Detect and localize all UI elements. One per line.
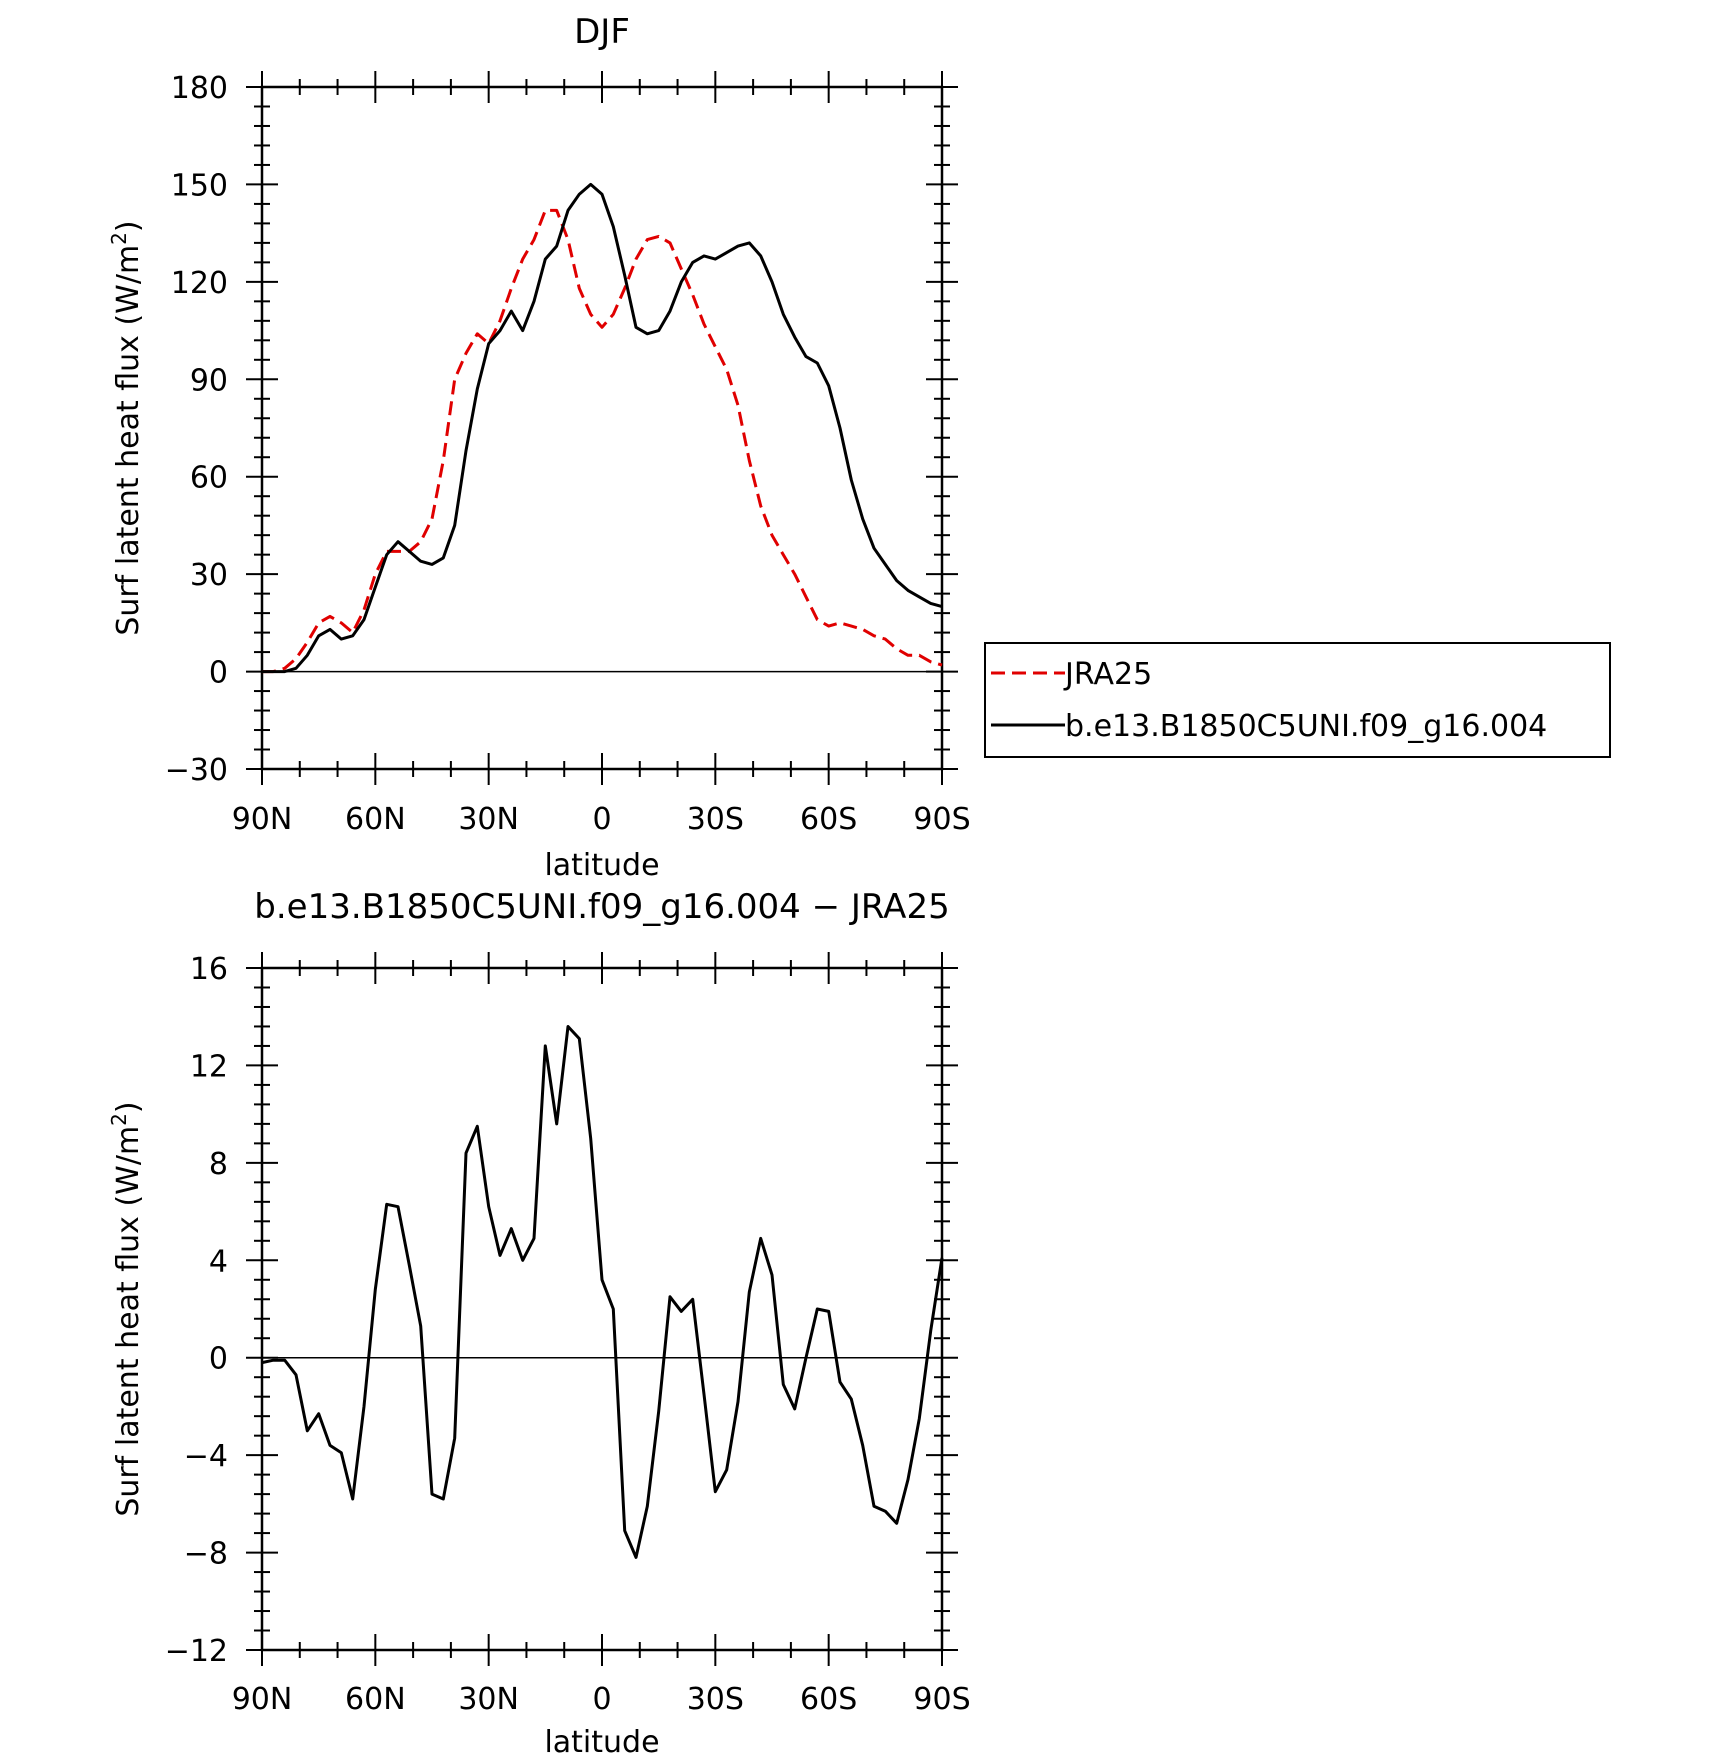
y-axis-label-superscript: 2 <box>107 232 131 245</box>
y-tick-label: 120 <box>171 266 228 301</box>
y-tick-label: −8 <box>184 1537 228 1572</box>
chart-panel-2: b.e13.B1850C5UNI.f09_g16.004 − JRA25 −12 −… <box>107 887 971 1756</box>
legend-box <box>984 642 1611 758</box>
x-tick-label: 0 <box>592 1682 611 1717</box>
x-tick-label: 30S <box>687 1682 744 1717</box>
x-tick-label: 90S <box>913 802 970 837</box>
y-tick-label: 0 <box>209 656 228 691</box>
x-tick-label: 90S <box>913 1682 970 1717</box>
y-axis-label-main: Surf latent heat flux (W/m <box>111 245 146 636</box>
x-tick-label: 30N <box>458 802 519 837</box>
x-tick-label: 30N <box>458 1682 519 1717</box>
chart-title: b.e13.B1850C5UNI.f09_g16.004 − JRA25 <box>254 887 949 927</box>
x-tick-label: 90N <box>232 802 293 837</box>
chart-panel-1: DJF −30 0 30 60 90 120 150 180 90N 60N 30N 0 30S 60S 90… <box>107 12 1611 883</box>
legend-entry-label: JRA25 <box>1063 657 1152 692</box>
y-axis-label-main: Surf latent heat flux (W/m <box>111 1126 146 1517</box>
y-axis-label: Surf latent heat flux (W/m2) <box>107 220 146 635</box>
y-tick-label: 90 <box>190 363 228 398</box>
chart-title: DJF <box>574 12 630 52</box>
x-axis-label: latitude <box>544 1725 659 1756</box>
y-tick-label: 8 <box>209 1147 228 1182</box>
y-axis-label: Surf latent heat flux (W/m2) <box>107 1101 146 1516</box>
plot-frame <box>260 966 944 1652</box>
y-axis-label-superscript: 2 <box>107 1113 131 1126</box>
y-tick-label: −12 <box>165 1634 228 1669</box>
legend-entry-label: b.e13.B1850C5UNI.f09_g16.004 <box>1065 709 1547 744</box>
y-tick-label: −30 <box>165 753 228 788</box>
x-tick-label: 60N <box>345 802 406 837</box>
x-tick-label: 90N <box>232 1682 293 1717</box>
y-tick-label: 16 <box>190 952 228 987</box>
y-tick-label: 4 <box>209 1244 228 1279</box>
series-line-2 <box>262 182 943 674</box>
x-tick-label: 30S <box>687 802 744 837</box>
y-axis-label-suffix: ) <box>111 1101 146 1113</box>
series-line-1 <box>261 1025 944 1559</box>
legend: JRA25 b.e13.B1850C5UNI.f09_g16.004 <box>984 642 1611 758</box>
y-axis-label-suffix: ) <box>111 220 146 232</box>
x-tick-label: 0 <box>592 802 611 837</box>
series-line-1 <box>262 208 943 674</box>
x-tick-label: 60S <box>800 802 857 837</box>
y-tick-label: 180 <box>171 71 228 106</box>
y-tick-label: 150 <box>171 168 228 203</box>
x-axis-label: latitude <box>544 848 659 883</box>
y-tick-label: 12 <box>190 1049 228 1084</box>
x-tick-label: 60S <box>800 1682 857 1717</box>
x-tick-label: 60N <box>345 1682 406 1717</box>
y-tick-label: 60 <box>190 461 228 496</box>
y-tick-label: −4 <box>184 1439 228 1474</box>
y-tick-label: 0 <box>209 1342 228 1377</box>
y-tick-label: 30 <box>190 558 228 593</box>
